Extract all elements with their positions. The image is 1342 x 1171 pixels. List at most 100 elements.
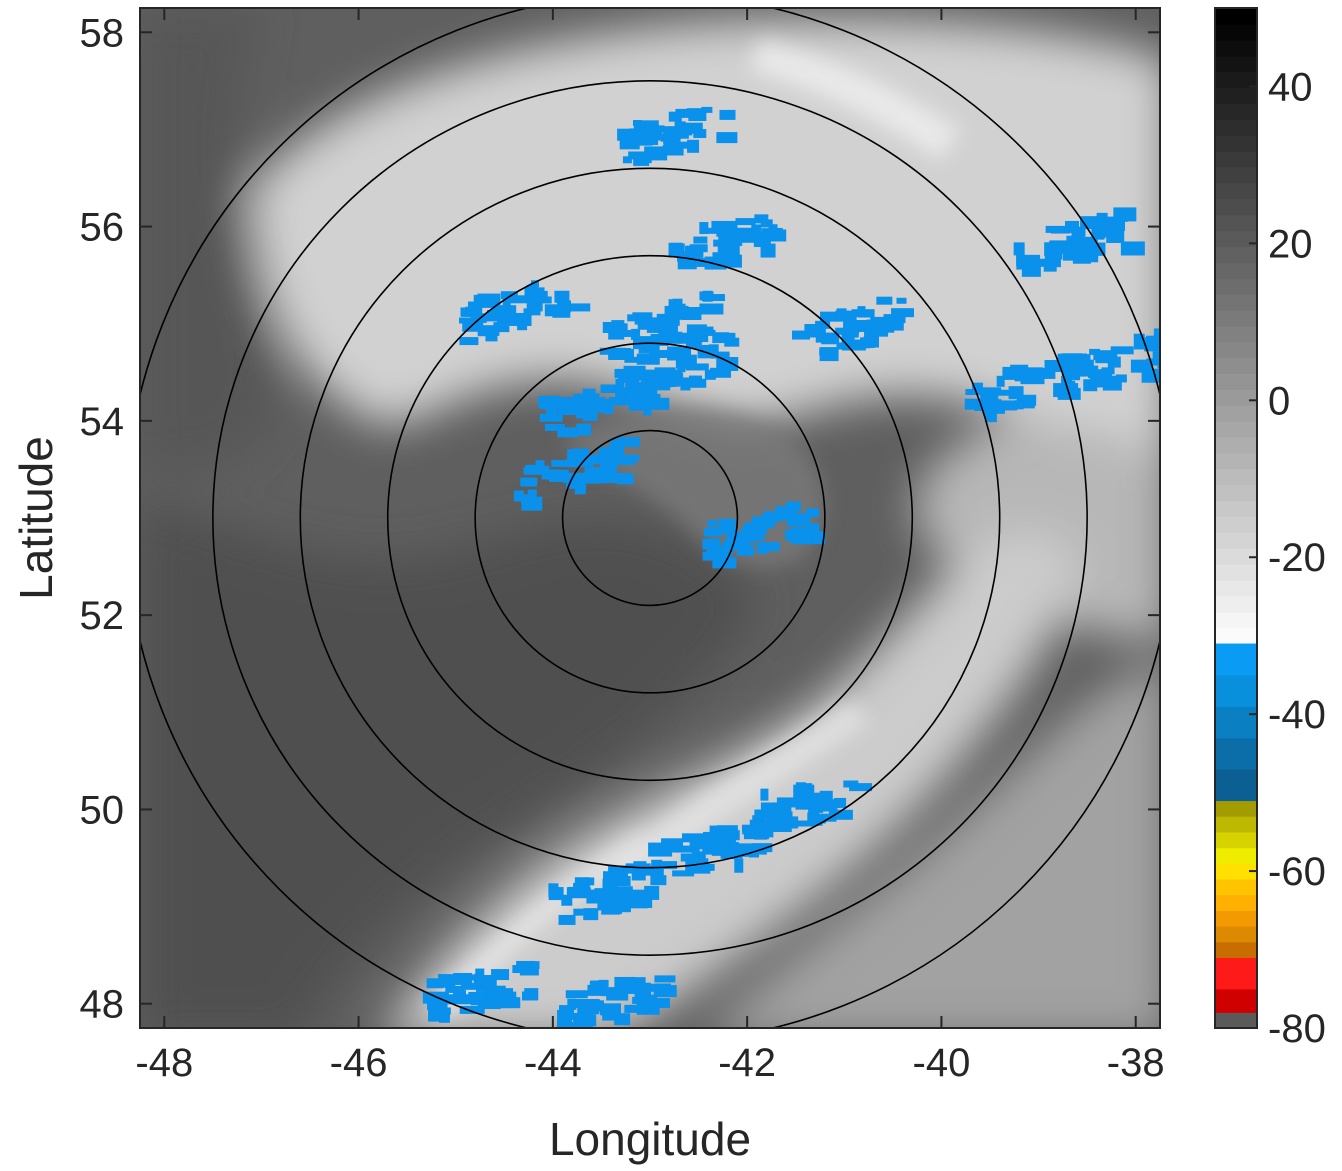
cold-pixel bbox=[649, 349, 670, 358]
colorbar-gray-step bbox=[1215, 119, 1257, 136]
cold-pixel bbox=[562, 472, 588, 483]
cold-pixel bbox=[708, 344, 719, 358]
cold-pixel bbox=[521, 496, 543, 511]
cold-pixel bbox=[1169, 346, 1193, 354]
cold-pixel bbox=[530, 280, 539, 288]
cold-pixel bbox=[716, 132, 738, 144]
cold-pixel bbox=[524, 961, 540, 970]
y-tick-label: 50 bbox=[80, 788, 125, 832]
colorbar-gray-step bbox=[1215, 627, 1257, 645]
cold-pixel bbox=[583, 908, 599, 921]
cold-pixel bbox=[734, 858, 744, 873]
cold-pixel bbox=[668, 299, 681, 311]
cold-patch-2 bbox=[668, 214, 787, 270]
cold-pixel bbox=[701, 106, 713, 113]
cold-pixel bbox=[707, 520, 718, 528]
cold-pixel bbox=[520, 477, 538, 487]
cold-pixel bbox=[724, 535, 750, 547]
x-axis-ticks: -48 -46 -44 -42 -40 -38 bbox=[135, 8, 1165, 1085]
cold-pixel bbox=[996, 375, 1005, 387]
cold-pixel bbox=[1043, 258, 1057, 272]
cold-pixel bbox=[598, 471, 608, 480]
x-axis-title: Longitude bbox=[549, 1113, 751, 1165]
cold-pixel bbox=[735, 218, 756, 226]
cold-pixel bbox=[706, 547, 733, 556]
streak-2 bbox=[430, 830, 650, 1020]
cold-pixel bbox=[543, 395, 559, 406]
cold-pixel bbox=[614, 869, 626, 884]
cold-pixel bbox=[643, 386, 655, 394]
cold-pixel bbox=[1097, 377, 1114, 387]
cold-pixel bbox=[691, 851, 703, 862]
cold-pixel bbox=[683, 378, 707, 388]
cold-pixel bbox=[1073, 365, 1099, 377]
cold-pixel bbox=[1064, 220, 1079, 233]
cold-pixel bbox=[1163, 333, 1184, 339]
cold-pixel bbox=[768, 227, 783, 237]
cold-pixel bbox=[517, 321, 528, 331]
cold-pixel bbox=[544, 304, 557, 317]
colorbar-gray-step bbox=[1215, 421, 1257, 438]
cold-patch-1 bbox=[617, 106, 738, 166]
cold-pixel bbox=[662, 126, 681, 140]
cold-patch-8 bbox=[538, 369, 671, 438]
cold-pixel bbox=[628, 151, 653, 160]
cold-pixel bbox=[757, 545, 769, 554]
cold-pixel bbox=[687, 332, 703, 343]
cold-pixel bbox=[846, 312, 857, 326]
cold-pixel bbox=[1016, 254, 1041, 266]
cold-pixel bbox=[600, 987, 620, 997]
cold-pixel bbox=[685, 342, 702, 350]
cold-pixel bbox=[754, 214, 769, 224]
cold-pixel bbox=[655, 375, 672, 388]
colorbar-gray-step bbox=[1215, 500, 1257, 518]
cold-pixel bbox=[702, 329, 716, 336]
cold-pixel bbox=[677, 363, 686, 373]
cold-pixel bbox=[1049, 241, 1067, 254]
cold-patch-4 bbox=[599, 290, 725, 360]
cold-pixel bbox=[643, 868, 663, 876]
cold-pixel bbox=[804, 324, 825, 332]
colorbar-tick-label: 0 bbox=[1268, 379, 1290, 423]
cold-pixel bbox=[716, 357, 739, 372]
cold-pixel bbox=[994, 400, 1018, 411]
cold-pixel bbox=[1110, 346, 1134, 355]
cold-pixel bbox=[565, 459, 583, 468]
cold-pixel bbox=[971, 382, 983, 393]
cold-pixel bbox=[521, 991, 538, 1001]
cold-pixel bbox=[1185, 334, 1206, 344]
cold-pixel bbox=[575, 1017, 593, 1028]
dark-west-region bbox=[140, 8, 275, 472]
cold-pixel bbox=[565, 303, 591, 312]
cold-patch-7 bbox=[1081, 328, 1208, 392]
cold-pixel bbox=[752, 232, 771, 239]
cold-pixel bbox=[1019, 367, 1044, 376]
cold-pixel bbox=[623, 365, 646, 377]
cold-pixel bbox=[1153, 328, 1160, 338]
cold-pixel bbox=[512, 965, 526, 974]
cold-pixel bbox=[681, 307, 702, 321]
cold-patch-14 bbox=[548, 859, 678, 925]
colorbar-gray-step bbox=[1215, 579, 1257, 597]
cold-pixel bbox=[597, 899, 614, 911]
cold-pixel bbox=[1120, 241, 1145, 256]
cold-pixel bbox=[582, 388, 596, 399]
cold-pixel bbox=[567, 886, 588, 897]
cold-pixel bbox=[788, 820, 814, 827]
cold-pixel bbox=[730, 228, 741, 236]
cold-pixel bbox=[1189, 346, 1208, 358]
cold-pixel bbox=[1023, 394, 1037, 406]
cold-pixel bbox=[689, 840, 705, 850]
cold-pixel bbox=[654, 983, 671, 990]
cold-pixel bbox=[599, 1003, 621, 1016]
cold-pixel bbox=[493, 322, 510, 333]
cold-pixel bbox=[699, 345, 710, 355]
cold-pixel bbox=[1072, 367, 1081, 381]
cold-pixel bbox=[491, 969, 510, 981]
cold-pixel bbox=[737, 544, 755, 556]
cold-pixel bbox=[544, 423, 565, 431]
y-axis-ticks: 48 50 52 54 56 58 bbox=[80, 11, 1160, 1027]
colorbar-gray-step bbox=[1215, 373, 1257, 390]
y-tick-label: 56 bbox=[80, 206, 125, 250]
cold-patch-3 bbox=[459, 280, 591, 346]
